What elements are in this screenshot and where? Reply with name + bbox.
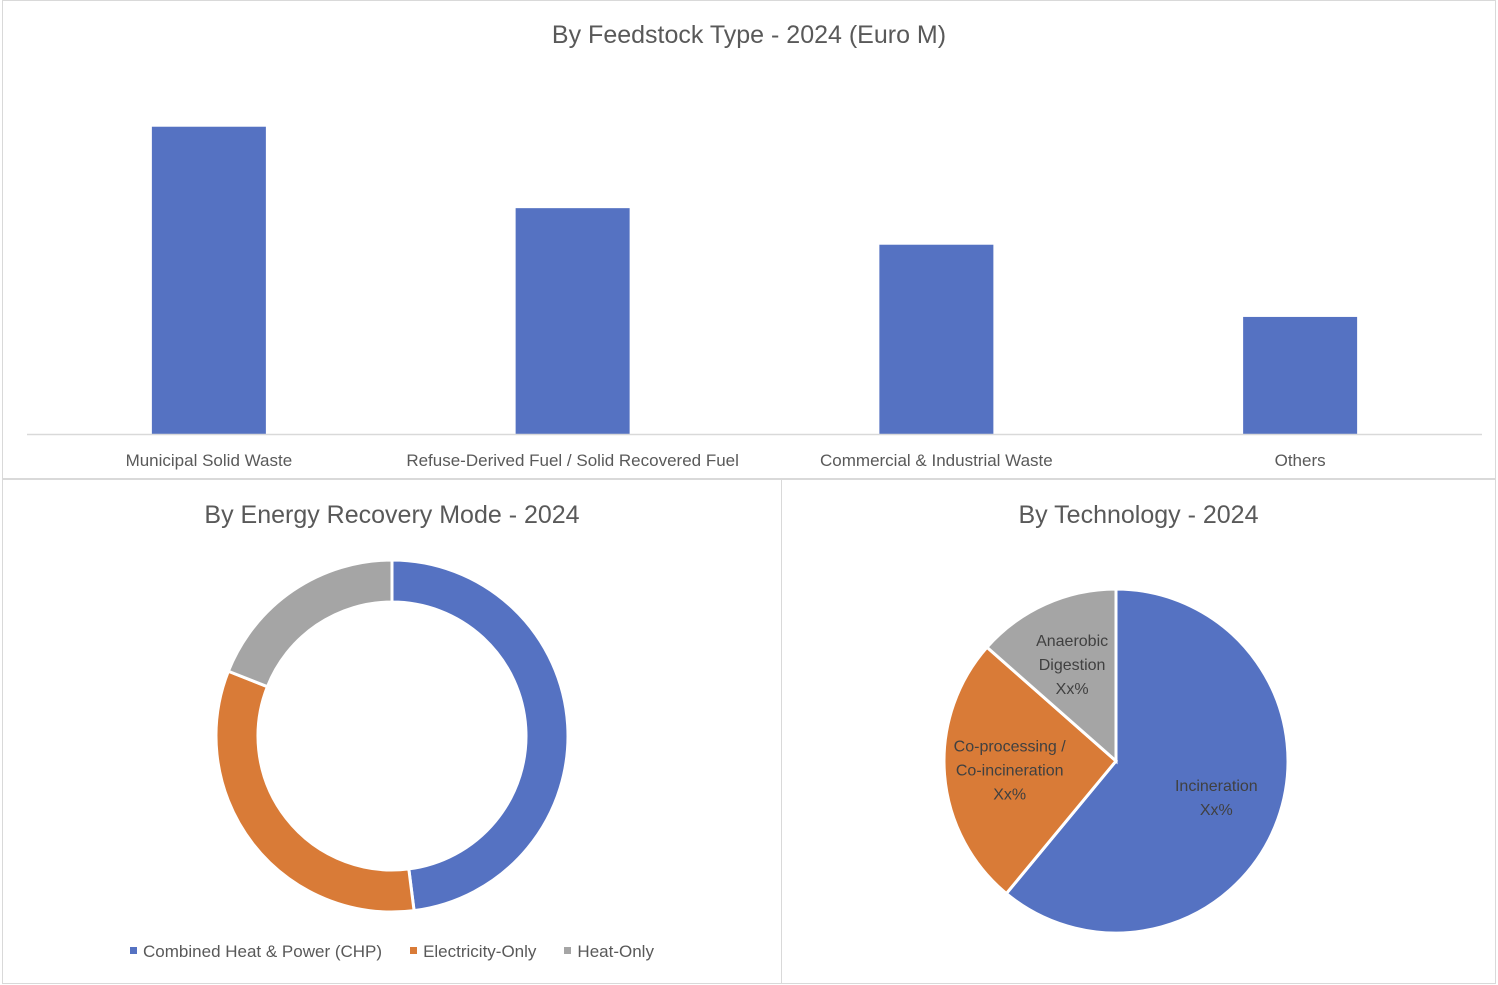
technology-pie-chart: Incineration Xx% Co-processing / Co-inciner… <box>942 587 1290 935</box>
feedstock-bar-chart: Municipal Solid Waste Refuse-Derived Fuel… <box>27 126 1482 470</box>
technology-chart-panel: By Technology - 2024 Incineration Xx% Co-p… <box>781 479 1496 984</box>
x-tick-label: Others <box>1275 451 1326 470</box>
pie-label-co-processing-co-incineration: Co-processing / Co-incineration Xx% <box>954 738 1067 803</box>
legend-item-heat-only: Heat-Only <box>564 942 654 962</box>
donut-slice-electricity-only <box>214 669 416 914</box>
legend-item-combined-heat-power-chp: Combined Heat & Power (CHP) <box>130 942 382 962</box>
donut-slice-combined-heat-power-chp <box>390 558 570 913</box>
x-tick-label: Refuse-Derived Fuel / Solid Recovered Fu… <box>406 451 739 470</box>
donut-slice-heat-only <box>226 558 394 689</box>
legend-swatch <box>130 947 138 955</box>
pie-slice-incineration <box>1004 587 1290 935</box>
pie-slice-anaerobic-digestion <box>984 587 1118 765</box>
legend-swatch <box>410 947 418 955</box>
energy-recovery-legend: Combined Heat & Power (CHP) Electricity-O… <box>3 942 781 962</box>
feedstock-chart-panel: By Feedstock Type - 2024 (Euro M) Munici… <box>2 0 1496 479</box>
legend-label: Electricity-Only <box>423 942 537 961</box>
bar-municipal-solid-waste <box>151 126 266 435</box>
feedstock-chart-title: By Feedstock Type - 2024 (Euro M) <box>551 21 947 49</box>
pie-slice-co-processing-co-incineration <box>942 645 1119 896</box>
legend-label: Heat-Only <box>577 942 654 961</box>
bar-others <box>1243 316 1358 434</box>
legend-item-electricity-only: Electricity-Only <box>410 942 536 962</box>
bar-refuse-derived-fuel-solid-recovered-fuel <box>515 208 630 434</box>
energy-recovery-chart-panel: By Energy Recovery Mode - 2024 Combined … <box>2 479 782 984</box>
pie-label-anaerobic-digestion: Anaerobic Digestion Xx% <box>1036 633 1108 698</box>
x-tick-label: Municipal Solid Waste <box>126 451 293 470</box>
bar-commercial-industrial-waste <box>879 244 994 434</box>
energy-recovery-donut-chart <box>214 558 570 914</box>
pie-label-incineration: Incineration Xx% <box>1175 778 1258 819</box>
x-tick-label: Commercial & Industrial Waste <box>820 451 1053 470</box>
legend-label: Combined Heat & Power (CHP) <box>143 942 383 961</box>
legend-swatch <box>564 947 572 955</box>
energy-recovery-chart-title: By Energy Recovery Mode - 2024 <box>204 501 580 529</box>
technology-chart-title: By Technology - 2024 <box>1018 501 1259 529</box>
